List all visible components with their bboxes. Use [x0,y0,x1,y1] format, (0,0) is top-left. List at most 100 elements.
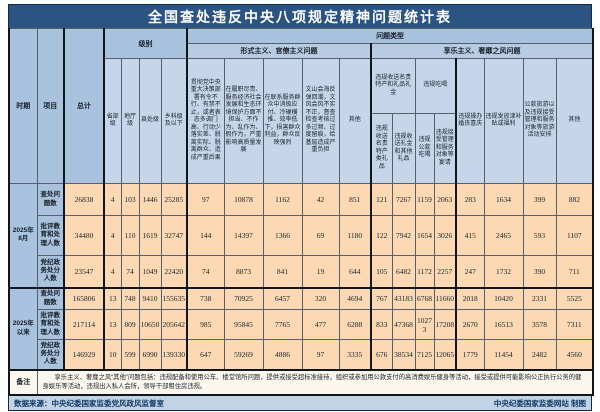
data-cell: 103 [120,183,140,216]
header-period: 时期 [8,28,38,184]
data-cell: 738 [186,286,225,310]
data-cell: 2465 [483,215,524,256]
table-row: 2025年8月 查处问题数 26838 4 103 1446 25285 97 10878 116… [8,183,594,288]
data-cell: 3026 [433,215,457,256]
data-cell: 2257 [433,255,457,288]
data-cell: 851 [338,183,372,216]
header-hedonism-other: 其他 [555,58,594,184]
table-row: 党纪政务处分人数 23547 4 74 1049 22420 74 8873 841 19 644 1… [9,255,594,288]
data-cell: 9410 [138,286,162,310]
data-cell: 644 [338,255,372,288]
data-cell: 6288 [338,309,372,340]
data-cell: 146929 [63,339,105,370]
data-cell: 809 [120,309,140,340]
data-cell: 34480 [63,215,105,256]
data-cell: 1172 [414,255,435,288]
header-total: 总计 [63,28,105,184]
header-level-county: 县处级 [138,58,162,184]
header-level-prefecture: 地厅级 [120,58,140,184]
table-row: 批评教育和处理人数 217114 13 809 10650 205642 985 95845 7… [9,309,594,340]
data-cell: 217114 [63,309,105,340]
data-cell: 748 [120,286,140,310]
data-cell: 205642 [160,309,188,340]
data-cell: 8873 [223,255,264,288]
item-label-cell: 查处问题数 [36,183,65,216]
table-row: 党纪政务处分人数 146929 10 599 6990 139330 647 59269 488… [9,339,594,370]
header-row-subgroups: 省部级 地厅级 县处级 乡科级及以下 贯彻党中央重大决策部署有令不行、有禁不止，… [9,58,594,184]
data-cell: 10878 [223,183,264,216]
data-cell: 5525 [555,286,594,310]
data-cell: 767 [370,286,393,310]
data-cell: 10420 [483,286,524,310]
data-cell: 74 [120,255,140,288]
data-cell: 6990 [138,339,162,370]
table-row: 2025年以来 查处问题数 165806 13 748 9410 155635 738 7092… [8,286,594,370]
data-cell: 69 [301,215,340,256]
data-cell: 74 [186,255,225,288]
data-cell: 165806 [63,286,105,310]
data-cell: 1162 [262,183,303,216]
data-cell: 97 [301,339,340,370]
data-cell: 4560 [555,339,594,370]
statistics-table: 时期 项目 总计 级别 问题类型 形式主义、官僚主义问题 享乐主义、奢靡之风问题… [8,28,595,396]
data-cell: 7765 [262,309,303,340]
data-cell: 121 [370,183,393,216]
data-cell: 247 [455,255,485,288]
data-cell: 4886 [262,339,303,370]
header-formalism-other: 其他 [338,58,372,184]
header-allowance-col: 违规发放津补贴或福利 [483,58,524,184]
data-cell: 599 [120,339,140,370]
data-cell: 1654 [414,215,435,256]
item-label-cell: 批评教育和处理人数 [36,309,65,340]
data-cell: 59269 [223,339,264,370]
data-cell: 2331 [522,286,557,310]
item-label-cell: 党纪政务处分人数 [36,255,65,288]
data-cell: 4 [103,215,122,256]
page-title: 全国查处违反中央八项规定精神问题统计表 [8,4,592,28]
data-cell: 2482 [522,339,557,370]
header-dining-col-2: 违规接受管理和服务对象等宴请 [433,113,457,184]
data-cell: 7942 [391,215,416,256]
data-cell: 14397 [223,215,264,256]
data-cell: 95845 [223,309,264,340]
data-cell: 1446 [138,183,162,216]
credit-label: 中央纪委国家监委网站 制图 [493,398,586,408]
data-cell: 1634 [483,183,524,216]
data-cell: 985 [186,309,225,340]
data-cell: 6768 [414,286,435,310]
data-cell: 38534 [391,339,416,370]
data-cell: 97 [186,183,225,216]
header-formalism-col-1: 贯彻党中央重大决策部署有令不行、有禁不止，或者表态多调门高、行动少落实差、脱离实… [186,58,225,184]
data-cell: 647 [186,339,225,370]
remark-text: 享乐主义、奢靡之风“其他”问题包括：违规配备和使用公车、楼堂馆所问题，提供或接受… [36,368,594,396]
header-wedding-col: 违规操办婚丧喜庆 [455,58,485,184]
data-cell: 4694 [338,286,372,310]
data-source-label: 数据来源：中央纪委国家监委党风政风监督室 [14,398,164,408]
data-cell: 2670 [455,309,485,340]
data-cell: 13 [103,309,122,340]
data-cell: 7311 [555,309,594,340]
data-cell: 711 [555,255,594,288]
data-cell: 7125 [414,339,435,370]
period-cell: 2025年以来 [8,286,38,370]
data-cell: 10273 [414,309,435,340]
data-cell: 6457 [262,286,303,310]
data-cell: 1366 [262,215,303,256]
data-cell: 3578 [522,309,557,340]
data-cell: 155635 [160,286,188,310]
data-cell: 6482 [391,255,416,288]
data-cell: 42 [301,183,340,216]
header-formalism-col-2: 在履职尽责、服务经济社会发展和生态环境保护方面不担当、不作为、乱作为、假作为，严… [223,58,264,184]
data-cell: 390 [522,255,557,288]
data-cell: 320 [301,286,340,310]
header-formalism-col-4: 文山会海反弹回潮，文风会风不实不正，督查检查考核过多过频、过度留痕，给基层造成严… [301,58,340,184]
data-cell: 1159 [414,183,435,216]
data-cell: 1180 [338,215,372,256]
data-cell: 110 [120,215,140,256]
header-gifts-col-2: 违规收送礼金和其他礼品 [391,113,416,184]
remark-label: 备注 [8,368,38,396]
data-cell: 2063 [433,183,457,216]
header-level-province: 省部级 [103,58,122,184]
data-cell: 1619 [138,215,162,256]
header-travel-col: 公款旅游以及违规接受管理和服务对象等旅游活动安排 [522,58,557,184]
